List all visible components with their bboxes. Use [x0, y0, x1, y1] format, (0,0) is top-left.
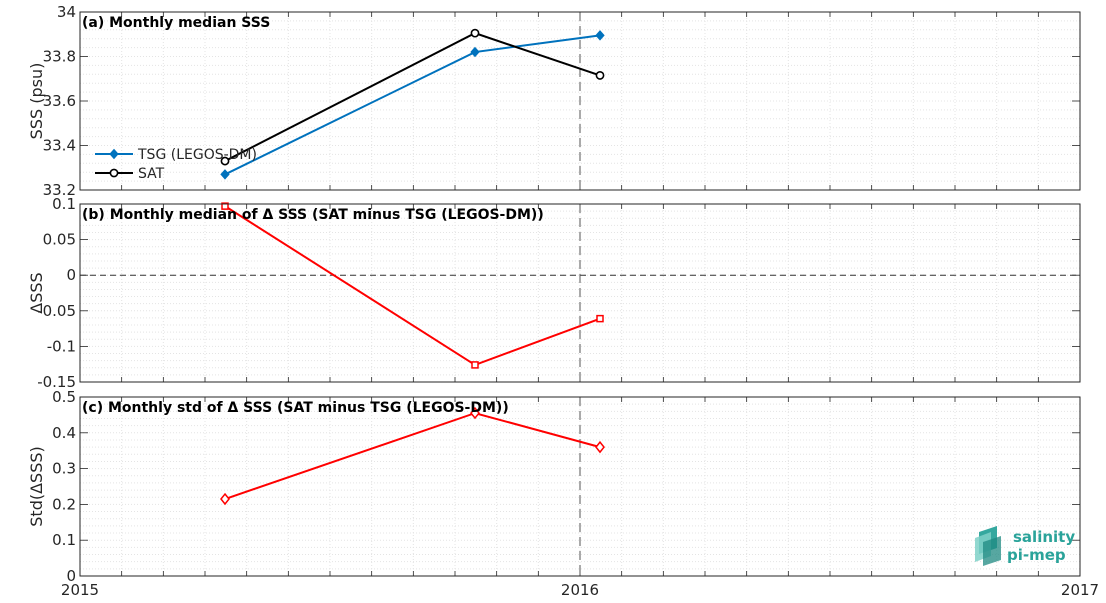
legend-marker [109, 148, 119, 160]
series-1 [220, 406, 605, 506]
data-point [595, 440, 605, 454]
data-point [596, 314, 604, 323]
x-tick-label: 2017 [1061, 581, 1099, 599]
y-axis-title: ΔSSS [27, 272, 46, 313]
y-tick-label: 0.5 [52, 388, 76, 406]
logo-line2: pi-mep [1007, 546, 1066, 564]
data-point [221, 202, 229, 210]
axes-box [79, 396, 1081, 577]
y-tick-label: 0.2 [52, 495, 76, 513]
data-point [595, 30, 605, 41]
y-tick-label: 0.4 [52, 424, 76, 442]
y-tick-label: 0 [66, 567, 76, 585]
y-axis-title: Std(ΔSSS) [27, 446, 46, 526]
y-tick-label: 33.8 [43, 48, 76, 66]
panel-1: 33.2 33.4 33.6 33.8 34 (a) Monthly median SSS… [27, 3, 1081, 199]
salinity-pi-mep-logo: salinity pi-mep [975, 526, 1075, 566]
legend-label: TSG (LEGOS-DM) [137, 147, 257, 163]
y-tick-label: 0.3 [52, 460, 76, 478]
y-tick-label: 33.2 [43, 181, 76, 199]
x-tick-label: 2015 [61, 581, 99, 599]
series-1 [220, 30, 605, 180]
panel-title: (a) Monthly median SSS [82, 15, 270, 31]
axes-box [79, 11, 1081, 191]
logo-line1: salinity [1013, 528, 1075, 546]
panel-2: -0.15 -0.1 -0.05 0 0.05 0.1 (b) Monthly median… [27, 195, 1081, 391]
data-point [220, 492, 230, 506]
y-tick-label: -0.1 [47, 337, 76, 355]
data-point [471, 361, 479, 369]
data-point [220, 156, 230, 166]
series-2 [220, 28, 605, 166]
y-tick-label: 0.1 [52, 531, 76, 549]
y-tick-label: 33.6 [43, 92, 76, 110]
data-point [595, 71, 605, 80]
y-tick-label: 0.1 [52, 195, 76, 213]
x-tick-label: 2016 [561, 581, 599, 599]
y-tick-label: 33.4 [43, 137, 76, 155]
data-point [470, 46, 480, 58]
y-tick-label: 34 [57, 3, 76, 21]
panel-title: (c) Monthly std of Δ SSS (SAT minus TSG … [82, 400, 509, 416]
data-point [470, 406, 480, 420]
y-tick-label: -0.15 [37, 373, 76, 391]
legend: TSG (LEGOS-DM) SAT [95, 147, 257, 182]
data-point [220, 169, 230, 180]
panel-3: 0 0.1 0.2 0.3 0.4 0.5 (c) Monthly std of Δ SSS… [27, 388, 1099, 599]
y-tick-label: 0.05 [43, 231, 76, 249]
data-point [470, 28, 480, 38]
y-tick-label: -0.05 [37, 302, 76, 320]
legend-label: SAT [138, 166, 165, 182]
panel-title: (b) Monthly median of Δ SSS (SAT minus T… [82, 207, 544, 223]
legend-marker [109, 168, 119, 178]
y-tick-label: 0 [66, 266, 76, 284]
axes-box [79, 203, 1081, 383]
series-1 [221, 202, 604, 369]
y-axis-title: SSS (psu) [27, 63, 46, 140]
